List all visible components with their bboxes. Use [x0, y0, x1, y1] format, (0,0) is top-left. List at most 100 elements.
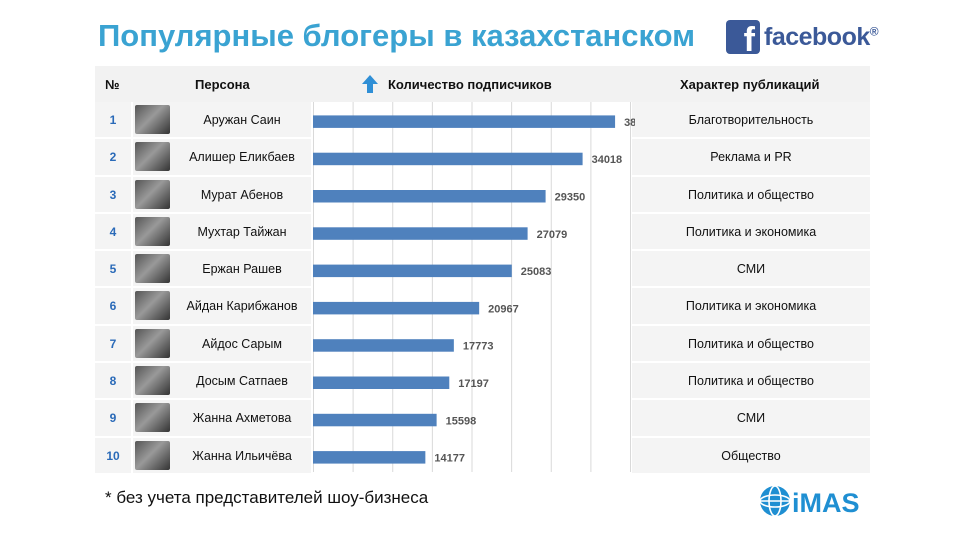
bar: [313, 451, 426, 464]
imas-logo: iMAS: [759, 485, 860, 518]
publication-type: Политика и экономика: [685, 299, 817, 314]
table-row: 7 Айдос Сарым Политика и общество: [95, 325, 870, 363]
table-body: 1 Аружан Саин Благотворительность 2 Алишер Е…: [95, 102, 870, 475]
table-row: 9 Жанна Ахметова СМИ: [95, 400, 870, 437]
row-number: 3: [109, 187, 117, 202]
table-row: 3 Мурат Абенов Политика и общество: [95, 176, 870, 214]
data-label: 38117: [624, 117, 635, 129]
publication-type: Общество: [721, 448, 781, 463]
cell-bg: [632, 288, 870, 324]
row-number: 9: [109, 411, 117, 426]
publication-type: Реклама и PR: [710, 150, 792, 165]
cell-bg: [95, 363, 131, 399]
row-number: 7: [109, 336, 117, 351]
data-label: 15598: [446, 415, 477, 427]
cell-bg: [95, 251, 131, 287]
table-row: 5 Ержан Рашев СМИ: [95, 251, 870, 288]
table-row: 10 Жанна Ильичёва Общество: [95, 437, 870, 475]
table-row: 2 Алишер Еликбаев Реклама и PR: [95, 139, 870, 176]
cell-bg: [95, 400, 131, 436]
cell-bg: [95, 176, 131, 212]
publication-type: Политика и общество: [688, 187, 814, 202]
avatar: [135, 328, 170, 358]
cell-bg: [632, 325, 870, 362]
person-name: Алишер Еликбаев: [189, 150, 295, 165]
data-label: 27079: [537, 229, 568, 241]
row-number: 4: [109, 224, 117, 239]
subscribers-bar-chart: 38117 34018 29350 27079 25083 20967 17773 17197…: [313, 102, 635, 472]
header-type: Характер публикаций: [680, 77, 820, 92]
bar: [313, 301, 480, 315]
cell-bg: [632, 251, 870, 287]
cell-bg: [632, 363, 870, 399]
row-number: 6: [109, 299, 117, 314]
globe-icon: [759, 485, 791, 517]
publication-type: Политика и общество: [688, 374, 814, 389]
bar: [313, 413, 437, 427]
bar: [313, 376, 450, 389]
avatar: [135, 366, 170, 396]
person-name: Айдос Сарым: [202, 336, 282, 351]
table-row: 6 Айдан Карибжанов Политика и экономика: [95, 288, 870, 325]
bar: [313, 115, 616, 128]
data-label: 17197: [458, 378, 489, 390]
row-number: 2: [109, 150, 117, 165]
row-number: 1: [109, 113, 117, 127]
table-row: 8 Досым Сатпаев Политика и общество: [95, 363, 870, 400]
cell-bg: [95, 139, 131, 175]
cell-bg: [632, 139, 870, 175]
avatar: [135, 142, 170, 172]
cell-bg: [95, 102, 131, 138]
person-name: Досым Сатпаев: [196, 374, 288, 389]
table-header: № Персона Количество подписчиков Характе…: [95, 66, 870, 102]
header-count: Количество подписчиков: [388, 77, 552, 92]
bar: [313, 152, 583, 166]
cell-bg: [632, 102, 870, 138]
cell-bg: [95, 213, 131, 250]
person-name: Мурат Абенов: [200, 187, 284, 202]
publication-type: Благотворительность: [688, 113, 814, 127]
avatar: [135, 254, 170, 284]
bar: [313, 339, 454, 352]
person-name: Жанна Ильичёва: [192, 448, 292, 463]
header-person: Персона: [195, 77, 250, 92]
facebook-logo: f facebook®: [726, 19, 879, 55]
person-name: Жанна Ахметова: [192, 411, 292, 426]
row-number: 10: [106, 448, 120, 463]
table-row: 4 Мухтар Тайжан Политика и экономика: [95, 213, 870, 251]
person-name: Ержан Рашев: [202, 262, 282, 277]
avatar: [135, 179, 170, 209]
row-number: 8: [109, 374, 117, 389]
row-number: 5: [109, 262, 117, 277]
publication-type: СМИ: [736, 262, 766, 277]
publication-type: СМИ: [736, 411, 766, 426]
data-label: 20967: [488, 303, 519, 315]
arrow-up-icon: [362, 75, 378, 93]
page-title: Популярные блогеры в казахстанском: [98, 18, 696, 53]
footnote: * без учета представителей шоу-бизнеса: [105, 488, 429, 507]
facebook-registered-mark: ®: [869, 24, 879, 39]
bloggers-table: № Персона Количество подписчиков Характе…: [95, 66, 870, 475]
table-row: 1 Аружан Саин Благотворительность: [95, 102, 870, 139]
bar: [313, 190, 546, 203]
cell-bg: [632, 437, 870, 473]
avatar: [135, 216, 170, 246]
cell-bg: [632, 400, 870, 436]
person-name: Мухтар Тайжан: [197, 224, 287, 239]
avatar: [135, 403, 170, 433]
header-num: №: [105, 77, 120, 92]
cell-bg: [632, 176, 870, 212]
data-label: 14177: [434, 453, 465, 465]
data-label: 29350: [555, 192, 586, 204]
data-label: 25083: [521, 266, 552, 278]
cell-bg: [95, 437, 131, 473]
avatar: [135, 291, 170, 321]
avatar: [135, 440, 170, 470]
bar: [313, 264, 512, 278]
cell-bg: [95, 288, 131, 324]
cell-bg: [632, 213, 870, 250]
data-label: 34018: [592, 154, 623, 166]
person-name: Айдан Карибжанов: [186, 299, 298, 314]
avatar: [135, 105, 170, 134]
publication-type: Политика и экономика: [685, 224, 817, 239]
